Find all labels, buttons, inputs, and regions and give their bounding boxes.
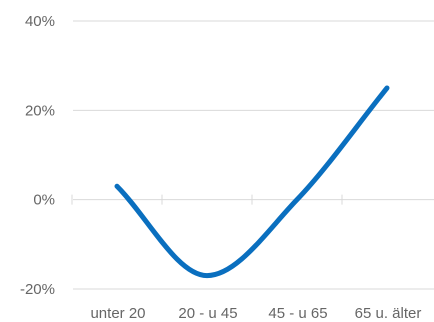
series-layer: [114, 85, 390, 279]
x-tick-label: 20 - u 45: [178, 305, 237, 322]
x-tick-labels: unter 20 20 - u 45 45 - u 65 65 u. älter: [90, 305, 421, 322]
y-tick-label: 40%: [25, 13, 55, 30]
x-tick-label: 45 - u 65: [268, 305, 327, 322]
y-tick-label: 20%: [25, 102, 55, 119]
x-tick-label: unter 20: [90, 305, 145, 322]
x-tick-label: 65 u. älter: [355, 305, 422, 322]
x-axis: [71, 194, 343, 205]
y-tick-labels: 40% 20% 0% -20%: [20, 13, 55, 298]
y-tick-label: 0%: [33, 192, 55, 209]
gridlines: [73, 20, 434, 290]
y-tick-label: -20%: [20, 281, 55, 298]
series-line-0: [114, 85, 390, 279]
